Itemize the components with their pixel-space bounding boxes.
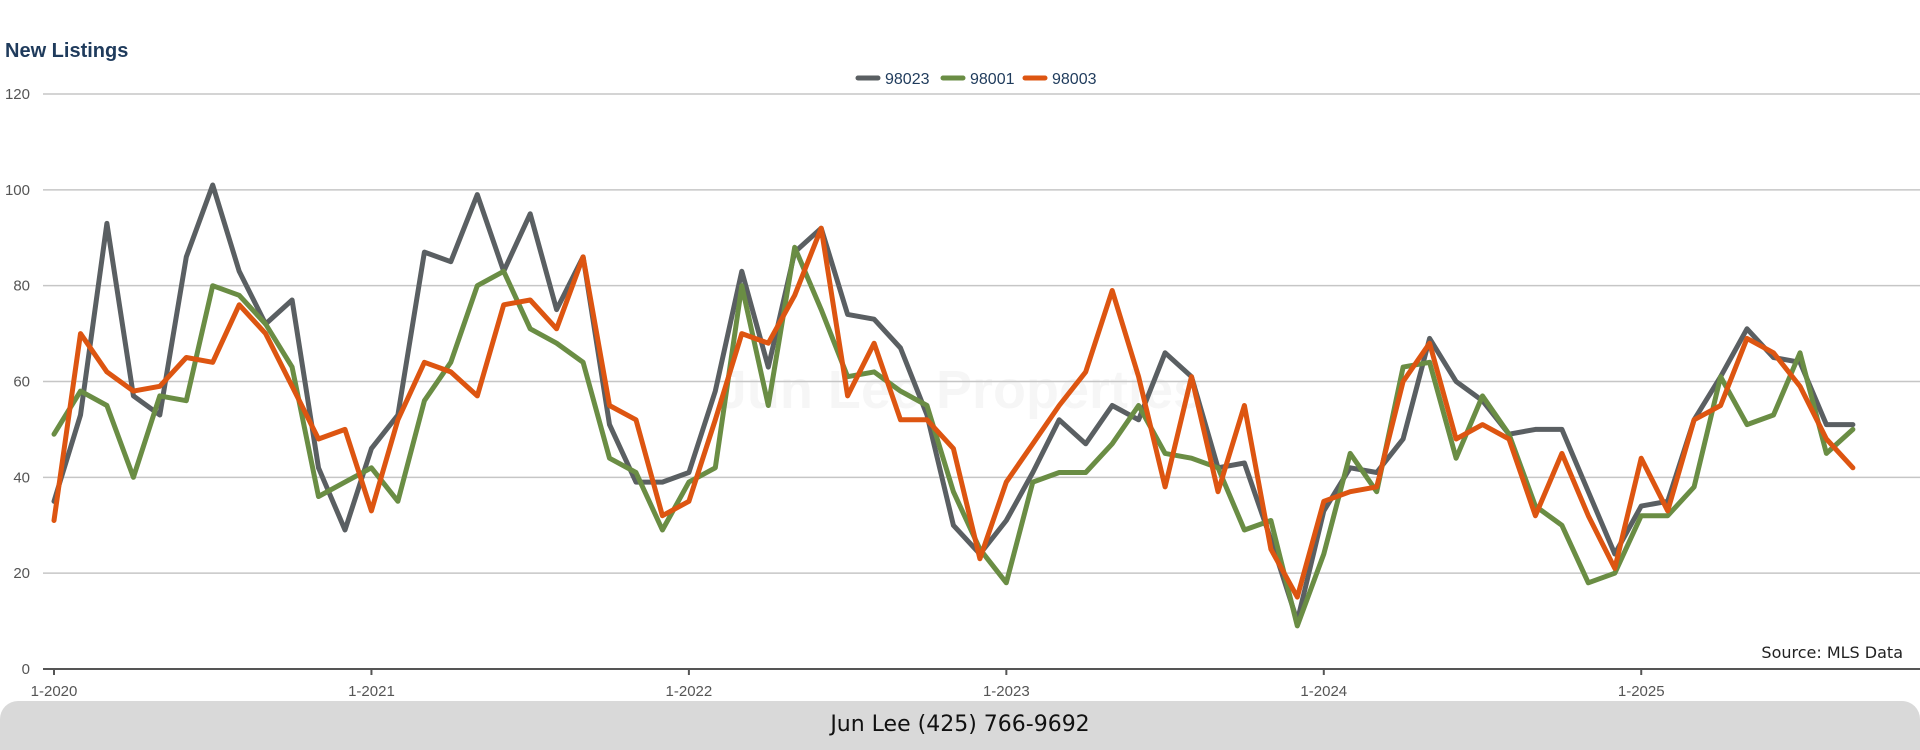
x-tick-label: 1-2022	[666, 683, 713, 700]
legend-label-98003: 98003	[1052, 71, 1097, 88]
x-tick-label: 1-2025	[1618, 683, 1665, 700]
series-line-98003	[51, 225, 1856, 600]
chart-title: New Listings	[5, 40, 129, 62]
legend-label-98023: 98023	[885, 71, 930, 88]
y-tick-label: 60	[13, 374, 30, 391]
x-tick-label: 1-2023	[983, 683, 1030, 700]
series-line-98001	[51, 244, 1856, 629]
y-tick-label: 20	[13, 565, 30, 582]
footer-bar: Jun Lee (425) 766-9692	[0, 701, 1920, 750]
y-tick-label: 0	[22, 661, 30, 678]
footer-contact: Jun Lee (425) 766-9692	[830, 712, 1090, 737]
x-tick-label: 1-2020	[31, 683, 78, 700]
legend-label-98001: 98001	[970, 71, 1015, 88]
series-line-98023	[51, 182, 1856, 624]
y-tick-label: 100	[5, 182, 30, 199]
source-note: Source: MLS Data	[1761, 643, 1903, 662]
x-tick-label: 1-2021	[348, 683, 395, 700]
y-tick-label: 120	[5, 86, 30, 103]
y-tick-label: 80	[13, 278, 30, 295]
watermark: Jun Lee Properties	[717, 360, 1203, 420]
x-tick-label: 1-2024	[1300, 683, 1347, 700]
y-tick-label: 40	[13, 469, 30, 486]
